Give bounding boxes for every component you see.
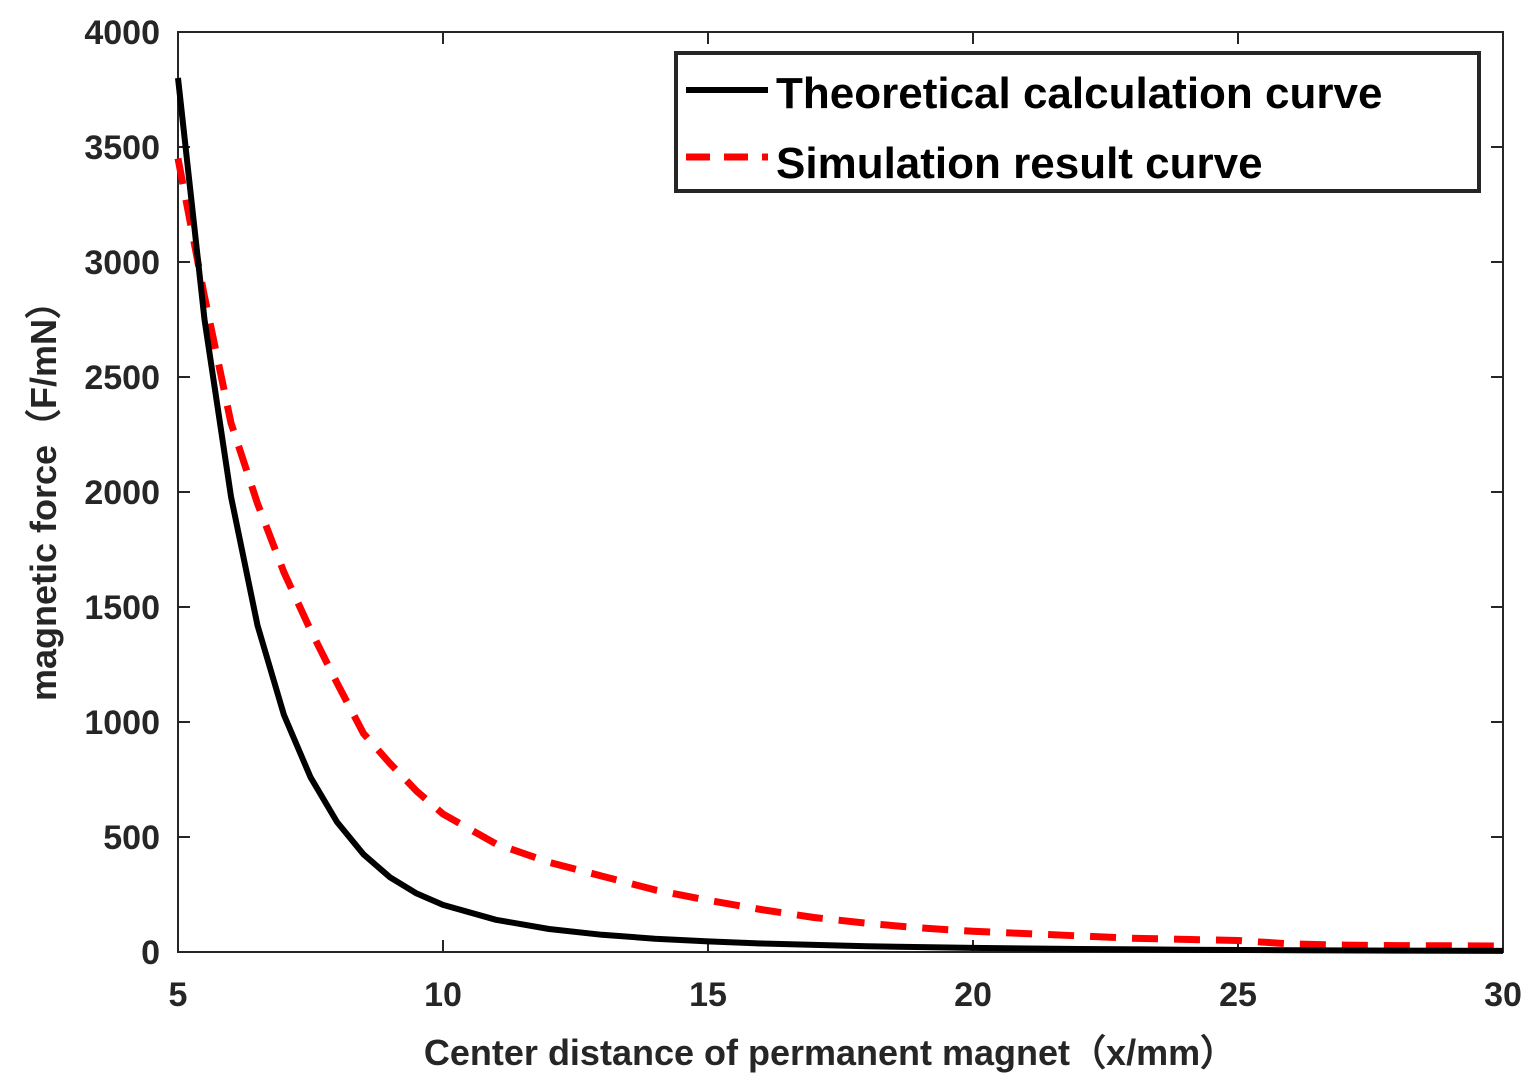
y-tick-label: 3500: [84, 129, 160, 167]
y-tick-label: 2000: [84, 474, 160, 512]
x-tick-label: 20: [954, 976, 992, 1014]
x-tick-label: 10: [424, 976, 462, 1014]
legend-label-theoretical: Theoretical calculation curve: [776, 69, 1382, 118]
y-tick-label: 500: [103, 819, 160, 857]
series-layer: [174, 77, 1504, 954]
y-tick-label: 3000: [84, 244, 160, 282]
y-tick-label: 0: [141, 934, 160, 972]
legend-label-simulation: Simulation result curve: [776, 139, 1263, 188]
y-axis-title: magnetic force（F/mN）: [23, 283, 64, 701]
y-tick-label: 1500: [84, 589, 160, 627]
y-tick-label: 1000: [84, 704, 160, 742]
x-axis-title: Center distance of permanent magnet（x/mm…: [424, 1032, 1236, 1073]
axis-tick-labels: 5 10 15 20 25 30 0 500 1000 1500 2000 2500 3000 3500 4…: [84, 14, 1522, 1014]
theoretical-calculation-line: [175, 77, 1504, 954]
x-tick-label: 25: [1219, 976, 1257, 1014]
y-tick-label: 4000: [84, 14, 160, 52]
legend: Theoretical calculation curve Simulation…: [674, 51, 1481, 193]
legend-box: [674, 51, 1481, 193]
x-tick-label: 15: [689, 976, 727, 1014]
simulation-result-line: [174, 157, 1504, 950]
y-tick-label: 2500: [84, 359, 160, 397]
x-tick-label: 5: [169, 976, 188, 1014]
x-tick-label: 30: [1484, 976, 1522, 1014]
